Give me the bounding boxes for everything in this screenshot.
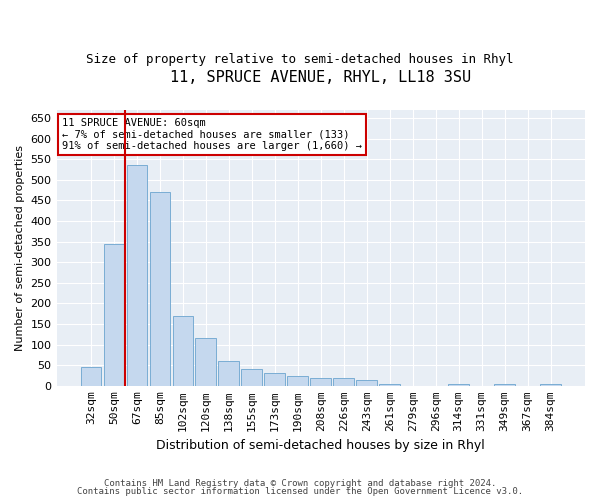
Bar xyxy=(334,378,354,386)
Title: 11, SPRUCE AVENUE, RHYL, LL18 3SU: 11, SPRUCE AVENUE, RHYL, LL18 3SU xyxy=(170,70,472,85)
Bar xyxy=(218,361,239,386)
Bar xyxy=(356,380,377,386)
Bar xyxy=(104,244,124,386)
Bar xyxy=(494,384,515,386)
Text: 11 SPRUCE AVENUE: 60sqm
← 7% of semi-detached houses are smaller (133)
91% of se: 11 SPRUCE AVENUE: 60sqm ← 7% of semi-det… xyxy=(62,118,362,152)
Text: Contains HM Land Registry data © Crown copyright and database right 2024.: Contains HM Land Registry data © Crown c… xyxy=(104,478,496,488)
Bar xyxy=(310,378,331,386)
Bar xyxy=(287,376,308,386)
Bar xyxy=(540,384,561,386)
X-axis label: Distribution of semi-detached houses by size in Rhyl: Distribution of semi-detached houses by … xyxy=(157,440,485,452)
Bar xyxy=(379,384,400,386)
Bar xyxy=(241,370,262,386)
Bar xyxy=(80,368,101,386)
Bar xyxy=(173,316,193,386)
Bar xyxy=(448,384,469,386)
Bar xyxy=(265,374,285,386)
Text: Size of property relative to semi-detached houses in Rhyl: Size of property relative to semi-detach… xyxy=(86,52,514,66)
Y-axis label: Number of semi-detached properties: Number of semi-detached properties xyxy=(15,145,25,351)
Bar xyxy=(196,338,216,386)
Text: Contains public sector information licensed under the Open Government Licence v3: Contains public sector information licen… xyxy=(77,487,523,496)
Bar xyxy=(127,166,147,386)
Bar xyxy=(149,192,170,386)
